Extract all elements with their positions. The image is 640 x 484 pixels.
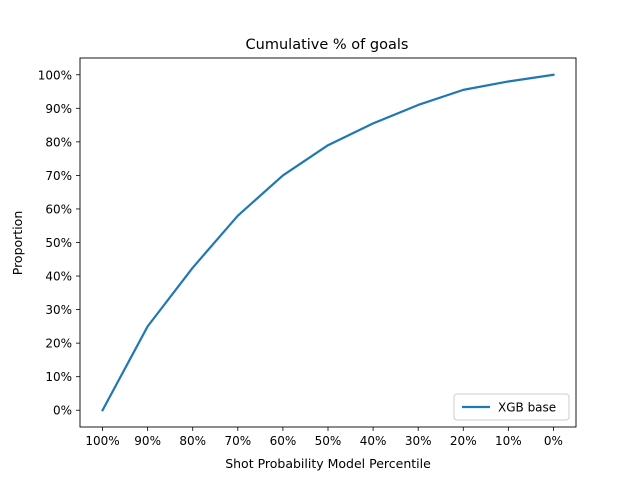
y-tick-label: 90% [45, 102, 72, 116]
y-axis-label: Proportion [10, 211, 25, 276]
legend: XGB base [453, 393, 570, 421]
x-tick-label: 100% [85, 434, 119, 448]
plot-area [101, 73, 555, 412]
x-tick-label: 40% [360, 434, 387, 448]
y-tick-label: 70% [45, 169, 72, 183]
x-tick-label: 80% [179, 434, 206, 448]
y-tick-label: 100% [38, 68, 72, 82]
x-axis-ticks: 100% 90% 80% 70% 60% 50% 40% 30% 20% 10% 0% [85, 427, 563, 448]
series-line-0 [101, 73, 555, 412]
x-tick-label: 30% [405, 434, 432, 448]
y-tick-label: 60% [45, 202, 72, 216]
x-tick-label: 20% [450, 434, 477, 448]
y-tick-label: 40% [45, 270, 72, 284]
x-tick-label: 90% [134, 434, 161, 448]
plot-frame [79, 57, 577, 428]
y-tick-label: 50% [45, 236, 72, 250]
y-axis-ticks: 0% 10% 20% 30% 40% 50% 60% 70% 80% 90% 100% [38, 68, 80, 418]
y-tick-label: 80% [45, 135, 72, 149]
legend-box [453, 393, 570, 421]
y-tick-label: 30% [45, 303, 72, 317]
x-tick-label: 0% [544, 434, 563, 448]
x-axis-label: Shot Probability Model Percentile [225, 456, 431, 471]
legend-label: XGB base [498, 401, 556, 415]
y-tick-label: 0% [53, 404, 72, 418]
x-tick-label: 50% [315, 434, 342, 448]
y-tick-label: 20% [45, 337, 72, 351]
x-tick-label: 10% [495, 434, 522, 448]
x-tick-label: 60% [270, 434, 297, 448]
chart-title: Cumulative % of goals [246, 37, 409, 53]
x-tick-label: 70% [224, 434, 251, 448]
y-tick-label: 10% [45, 370, 72, 384]
